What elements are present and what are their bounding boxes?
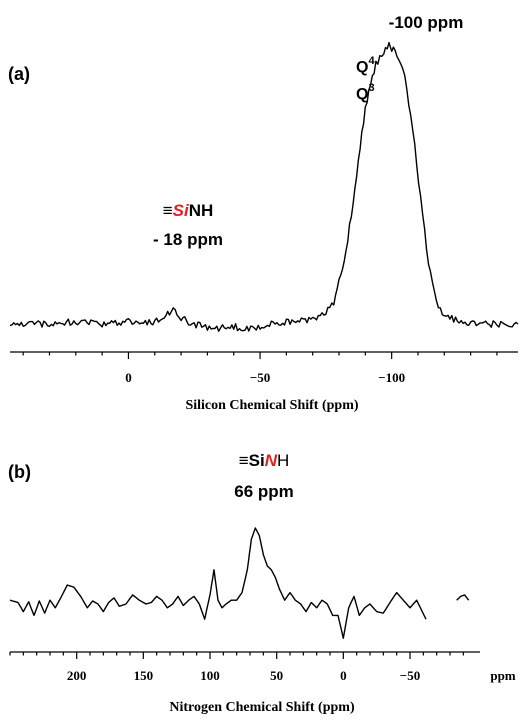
x-tick-label-b: 200: [67, 668, 87, 683]
spectrum-trace-a-0: [9, 41, 519, 332]
sinh-prefix: ≡: [163, 201, 173, 220]
sinh-shift-value: - 18 ppm: [153, 230, 223, 249]
x-tick-label-a: 0: [125, 370, 132, 385]
x-tick-label-a: −100: [378, 370, 405, 385]
panel-a: (a) -100 ppm Q4 Q3 ≡SiNH - 18 ppm 0 −50 −1…: [8, 13, 519, 413]
x-tick-label-b: 0: [340, 668, 347, 683]
sinh-highlight-n: N: [265, 451, 278, 470]
x-axis-title-a: Silicon Chemical Shift (ppm): [185, 398, 358, 413]
x-tick-label-b: 50: [270, 668, 283, 683]
peak-annotation: -100 ppm: [389, 13, 464, 32]
nitrogen-shift-value: 66 ppm: [234, 482, 294, 501]
x-axis-title-b: Nitrogen Chemical Shift (ppm): [169, 700, 355, 715]
q4-superscript: 4: [368, 55, 375, 67]
x-axis-unit-b: ppm: [490, 668, 515, 683]
x-tick-label-b: −50: [400, 668, 420, 683]
x-tick-label-b: 150: [134, 668, 154, 683]
q3-superscript: 3: [368, 82, 374, 94]
panel-a-label: (a): [8, 64, 30, 84]
sinh-suffix-b: H: [277, 451, 289, 470]
panel-b-label: (b): [8, 462, 31, 482]
sinh-annotation: ≡SiNH: [163, 201, 214, 220]
q3-annotation: Q3: [356, 82, 375, 103]
x-tick-label-b: 100: [200, 668, 220, 683]
plot-area-b: 200 150 100 50 0 −50 ppm: [9, 527, 516, 683]
sinh-annotation-b: ≡SiNH: [239, 451, 290, 470]
q4-annotation: Q4: [356, 55, 375, 76]
sinh-prefix-b: ≡Si: [239, 451, 265, 470]
q4-q: Q: [356, 59, 368, 76]
sinh-highlight-si: Si: [173, 201, 190, 220]
q3-q: Q: [356, 86, 368, 103]
panel-b: (b) ≡SiNH 66 ppm 200 150 100 50 0 −50 ppm Nitr…: [8, 451, 516, 715]
x-tick-label-a: −50: [250, 370, 270, 385]
spectrum-trace-b-1: [456, 594, 470, 601]
spectrum-trace-b-0: [9, 527, 427, 639]
plot-area-a: 0 −50 −100: [9, 41, 519, 385]
sinh-suffix: NH: [189, 201, 214, 220]
